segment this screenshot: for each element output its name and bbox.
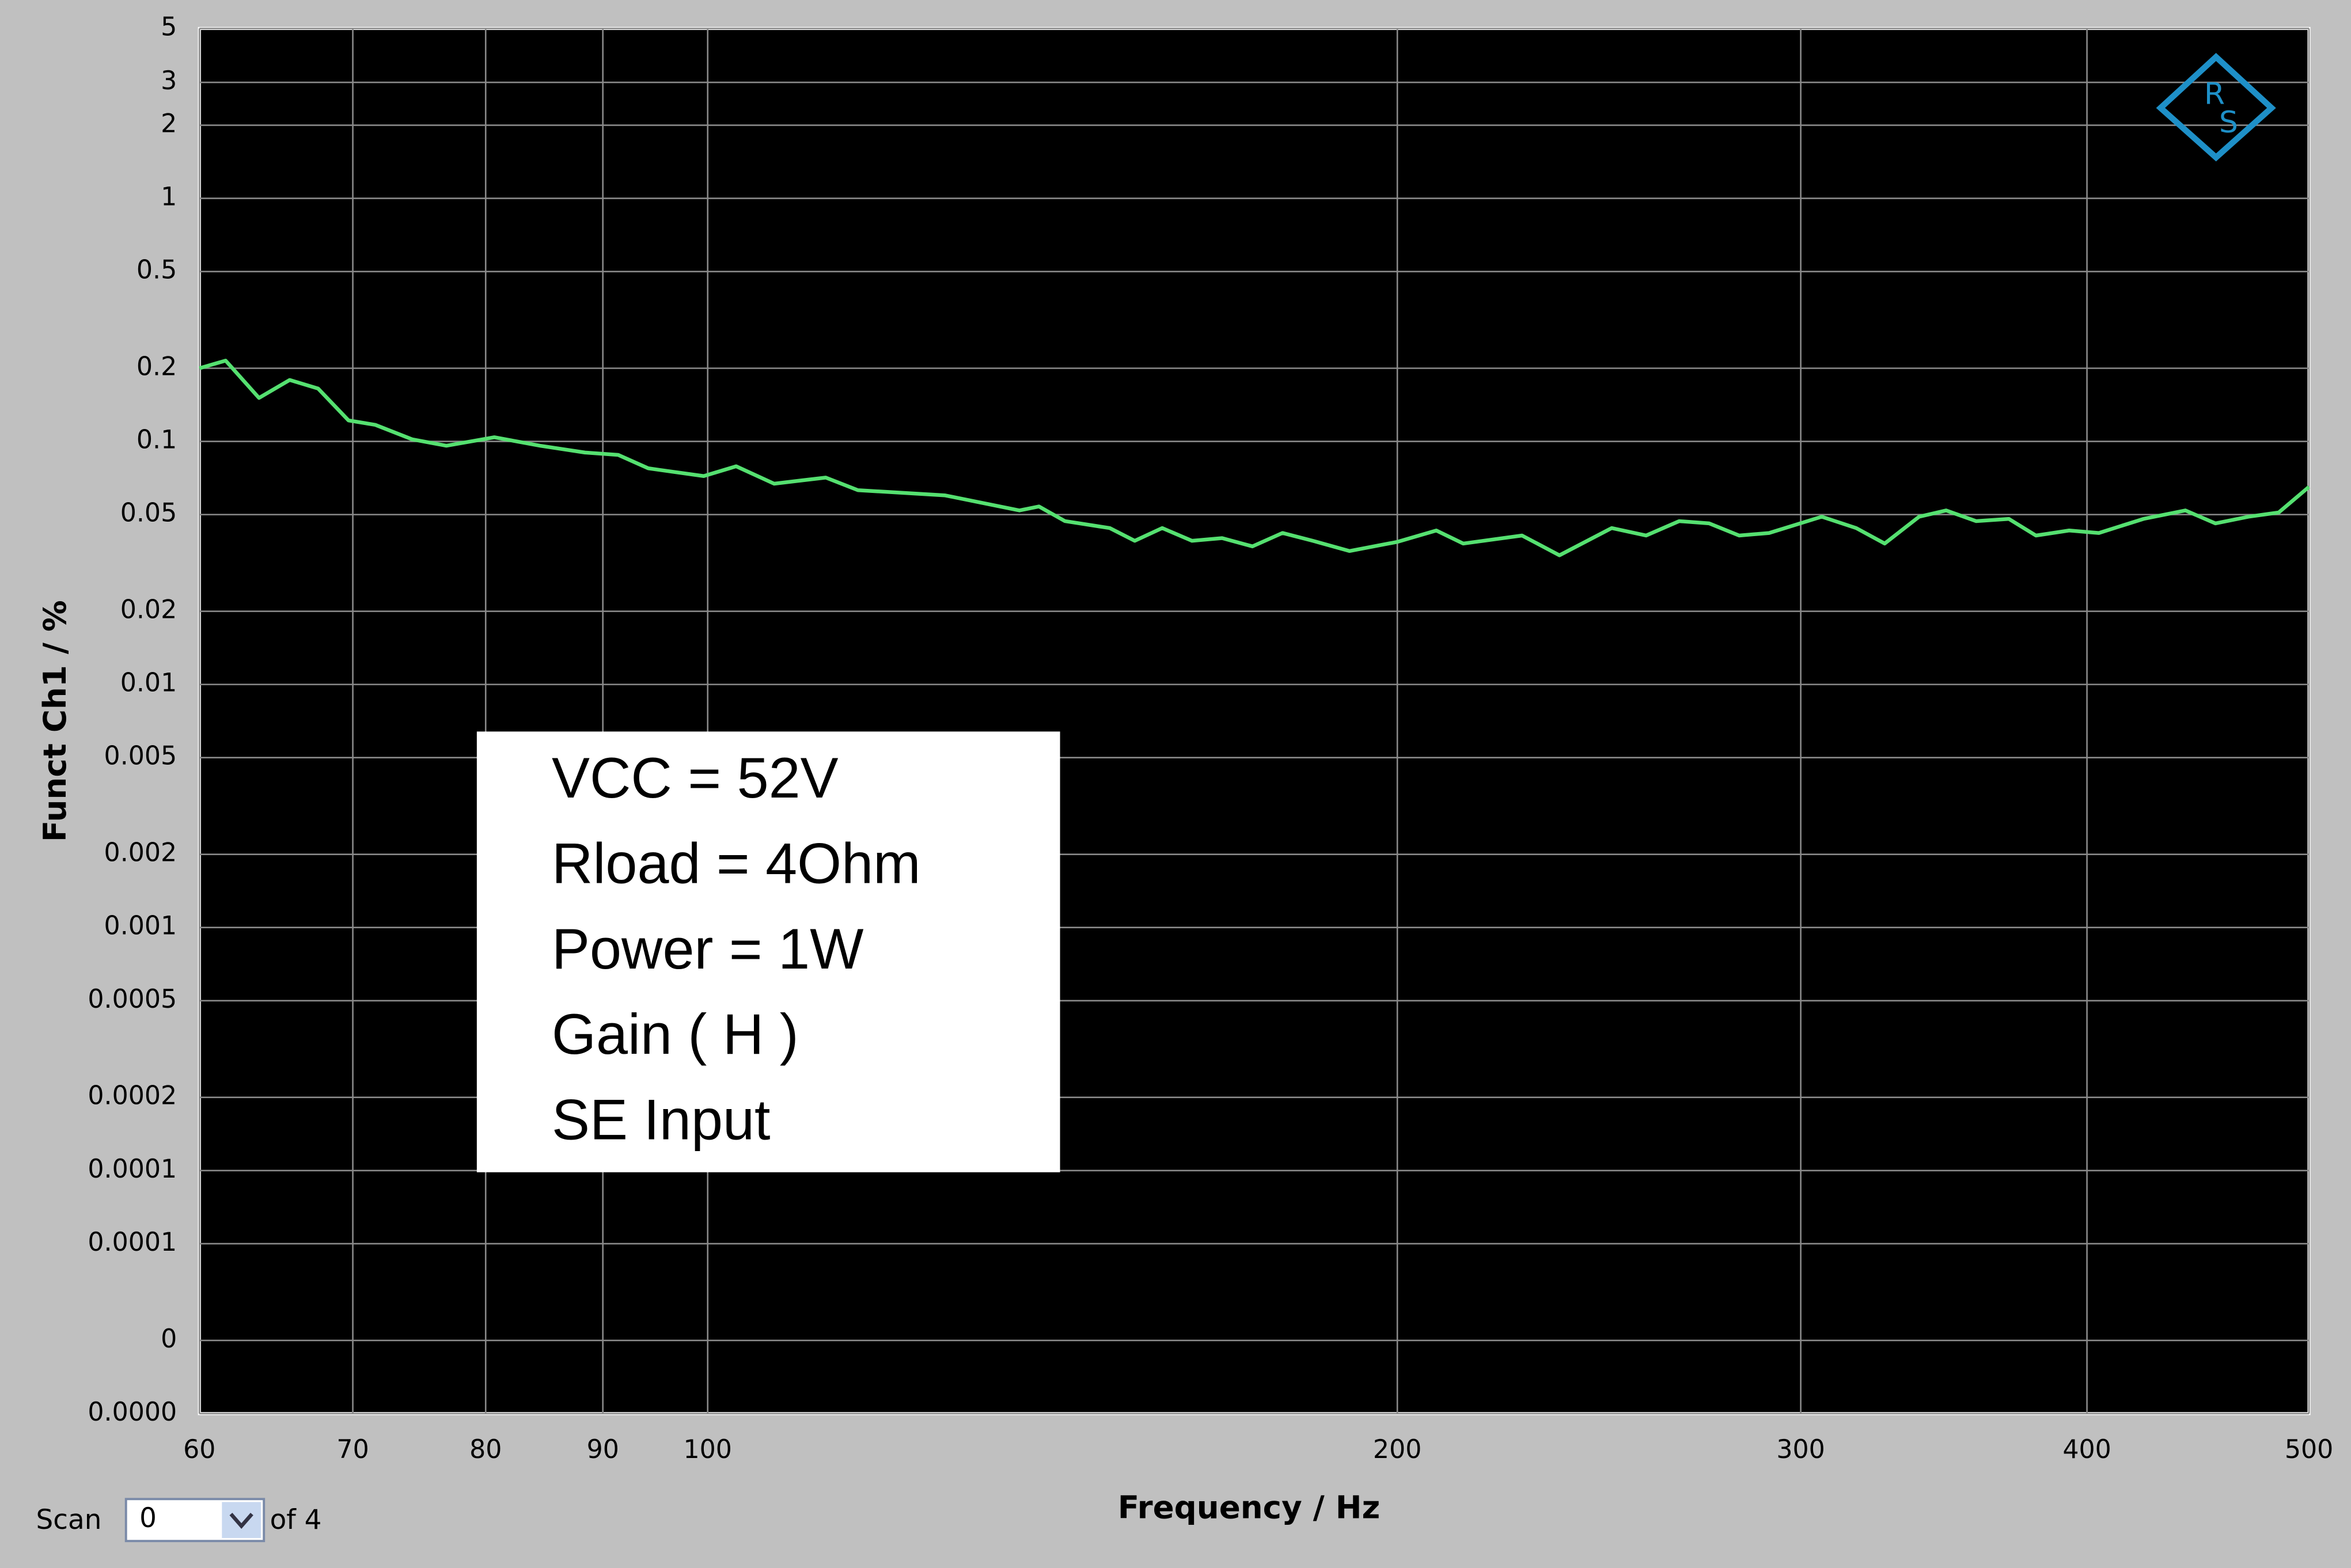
y-tick-label: 0.02 [120, 595, 177, 625]
scan-value: 0 [139, 1503, 157, 1534]
y-tick-label: 5 [161, 12, 177, 41]
scan-label: Scan [36, 1505, 102, 1536]
x-axis-label: Frequency / Hz [1118, 1489, 1380, 1526]
scan-total: of 4 [270, 1505, 322, 1536]
scan-select[interactable]: 0 [124, 1498, 266, 1543]
annotation: VCC = 52V Rload = 4Ohm Power = 1W Gain ( H … [552, 746, 920, 1152]
x-tick-label: 60 [183, 1435, 215, 1464]
logo: R S [2156, 52, 2276, 162]
x-tick-label: 100 [684, 1435, 732, 1464]
annotation-box [476, 731, 1060, 1172]
x-tick-label: 70 [336, 1435, 369, 1464]
x-tick-label: 200 [1373, 1435, 1421, 1464]
y-tick-label: 2 [161, 109, 177, 138]
x-tick-label: 80 [469, 1435, 502, 1464]
y-tick-label: 0.0002 [88, 1081, 177, 1111]
annotation-line: Gain ( H ) [552, 1002, 799, 1066]
annotation-line: Rload = 4Ohm [552, 831, 920, 895]
plot-area [198, 26, 2311, 1415]
scan-select-button[interactable] [222, 1502, 261, 1538]
y-tick-label: 0 [161, 1324, 177, 1354]
y-tick-label: 0.2 [136, 352, 177, 381]
x-tick-label: 300 [1776, 1435, 1825, 1464]
y-tick-label: 0.0001 [88, 1228, 177, 1257]
annotation-line: Power = 1W [552, 917, 864, 981]
data-line [199, 358, 2311, 557]
y-tick-label: 0.01 [120, 669, 177, 698]
grid [198, 28, 2310, 1415]
y-tick-label: 0.005 [104, 742, 177, 771]
logo-letter: S [2219, 105, 2238, 140]
y-tick-label: 0.05 [120, 499, 177, 528]
y-axis-label: Funct Ch1 / % [36, 600, 73, 842]
y-tick-label: 0.1 [136, 426, 177, 455]
logo-letter: R [2204, 77, 2225, 112]
y-tick-label: 0.0005 [88, 985, 177, 1014]
x-tick-label: 90 [587, 1435, 619, 1464]
annotation-line: VCC = 52V [552, 746, 839, 810]
x-tick-label: 500 [2285, 1435, 2333, 1464]
dropdown-arrow [229, 1513, 253, 1529]
y-tick-label: 1 [161, 182, 177, 211]
y-tick-label: 0.0001 [88, 1155, 177, 1184]
annotation-line: SE Input [552, 1088, 770, 1152]
y-tick-label: 0.002 [104, 838, 177, 868]
y-tick-label: 3 [161, 66, 177, 96]
y-tick-label: 0.0000 [88, 1398, 177, 1427]
logo-diamond [2156, 52, 2276, 162]
x-tick-label: 400 [2062, 1435, 2111, 1464]
y-tick-label: 0.001 [104, 912, 177, 941]
y-tick-label: 0.5 [136, 256, 177, 285]
